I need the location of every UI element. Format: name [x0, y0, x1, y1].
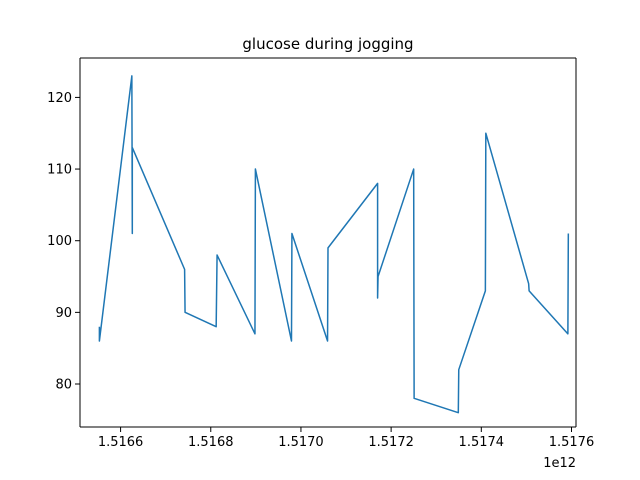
axes-frame [79, 57, 577, 428]
y-tick-label: 100 [47, 234, 72, 249]
series-layer [98, 75, 570, 414]
x-tick-label: 1.5174 [459, 435, 505, 450]
x-tick-label: 1.5166 [98, 435, 144, 450]
x-axis-offset-label: 1e12 [543, 456, 576, 471]
x-tick-label: 1.5168 [188, 435, 234, 450]
x-tick-label: 1.5170 [278, 435, 324, 450]
x-tick-label: 1.5172 [368, 435, 414, 450]
x-tick-label: 1.5176 [549, 435, 595, 450]
y-tick-label: 110 [47, 163, 72, 178]
y-tick-label: 120 [47, 91, 72, 106]
y-tick-label: 90 [55, 306, 72, 321]
chart-title: glucose during jogging [242, 35, 413, 53]
y-axis: 80 90 100 110 120 [47, 91, 80, 393]
series-line-0 [98, 75, 570, 414]
y-tick-label: 80 [55, 378, 72, 393]
x-axis: 1.5166 1.5168 1.5170 1.5172 1.5174 1.5176 [98, 427, 594, 450]
